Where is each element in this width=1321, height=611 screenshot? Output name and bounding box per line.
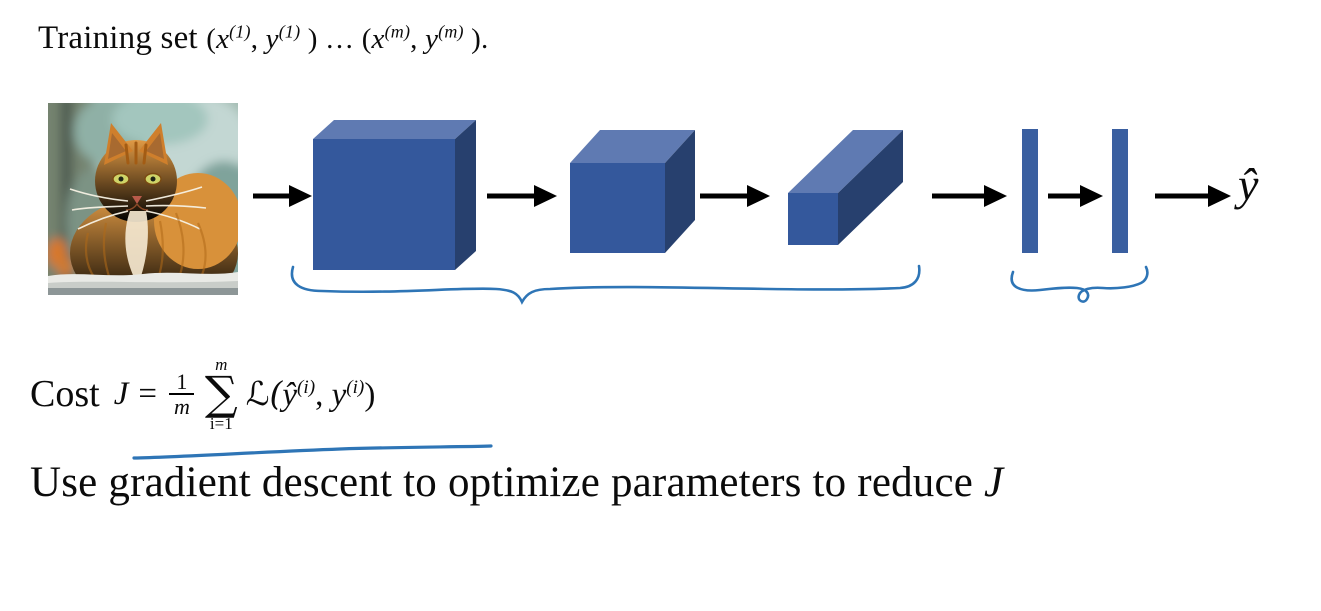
loss-close: ) bbox=[364, 377, 376, 413]
loss-sup-1: (i) bbox=[297, 377, 316, 398]
cost-underline bbox=[132, 444, 493, 460]
cost-variable-j: J bbox=[113, 375, 129, 412]
text-segment: Training set bbox=[38, 20, 207, 56]
cat-image bbox=[48, 103, 238, 295]
cost-equation: Cost J = 1 m m ∑ i=1 ℒ(ŷ(i), y(i)) bbox=[30, 346, 375, 442]
loss-yhat: ŷ bbox=[282, 377, 298, 413]
training-set-heading: Training set (x(1), y(1) ) … (x(m), y(m)… bbox=[38, 20, 488, 57]
arrow-fc1-to-fc2 bbox=[1048, 185, 1103, 207]
fc-layers-brace bbox=[1010, 265, 1149, 303]
text-segment: , bbox=[250, 23, 266, 55]
fc-layer-2-bar bbox=[1112, 129, 1128, 253]
text-segment: x bbox=[216, 23, 230, 55]
text-segment: y bbox=[265, 23, 279, 55]
text-segment: J bbox=[984, 459, 1004, 506]
cost-word: Cost bbox=[30, 373, 100, 415]
text-segment: ) … ( bbox=[300, 23, 372, 55]
text-segment: , bbox=[410, 23, 426, 55]
sigma-icon: ∑ bbox=[204, 366, 238, 421]
conv-layers-brace bbox=[290, 264, 921, 305]
arrow-conv2-to-conv3 bbox=[700, 185, 770, 207]
text-segment: ( bbox=[206, 23, 217, 55]
loss-y: y bbox=[331, 377, 347, 413]
conv-layer-3-block bbox=[788, 130, 903, 245]
text-segment: x bbox=[371, 23, 385, 55]
loss-open: ℒ( bbox=[245, 374, 283, 413]
loss-sup-2: (i) bbox=[346, 377, 365, 398]
text-segment: (m) bbox=[384, 21, 411, 42]
text-segment: (m) bbox=[438, 21, 464, 42]
arrow-input-to-conv1 bbox=[253, 185, 312, 207]
arrow-conv1-to-conv2 bbox=[487, 185, 557, 207]
text-segment: y bbox=[425, 23, 439, 55]
conv-layer-2-block bbox=[570, 130, 695, 253]
output-yhat-label: ŷ bbox=[1238, 159, 1259, 210]
cat-figure bbox=[69, 123, 238, 295]
fraction-numerator: 1 bbox=[169, 370, 195, 395]
gradient-descent-text: Use gradient descent to optimize paramet… bbox=[30, 458, 1003, 507]
fraction-one-over-m: 1 m bbox=[167, 370, 197, 418]
fraction-denominator: m bbox=[173, 394, 190, 419]
loss-comma: , bbox=[315, 377, 332, 413]
text-segment: (1) bbox=[278, 21, 301, 42]
text-segment: (1) bbox=[229, 21, 251, 42]
loss-term: ℒ(ŷ(i), y(i)) bbox=[246, 374, 376, 414]
snow-ledge bbox=[48, 272, 238, 295]
equals-sign: = bbox=[138, 375, 157, 412]
text-segment: ). bbox=[463, 23, 489, 55]
summation-symbol: m ∑ i=1 bbox=[204, 354, 238, 433]
conv-layer-1-block bbox=[313, 120, 476, 270]
arrow-conv3-to-fc1 bbox=[932, 185, 1007, 207]
text-segment: Use gradient descent to optimize paramet… bbox=[30, 459, 985, 506]
arrow-fc2-to-output bbox=[1155, 185, 1231, 207]
summation-upper-limit: m bbox=[215, 354, 228, 374]
fc-layer-1-bar bbox=[1022, 129, 1038, 253]
summation-lower-limit: i=1 bbox=[209, 413, 233, 433]
cat-whiskers bbox=[69, 186, 207, 230]
